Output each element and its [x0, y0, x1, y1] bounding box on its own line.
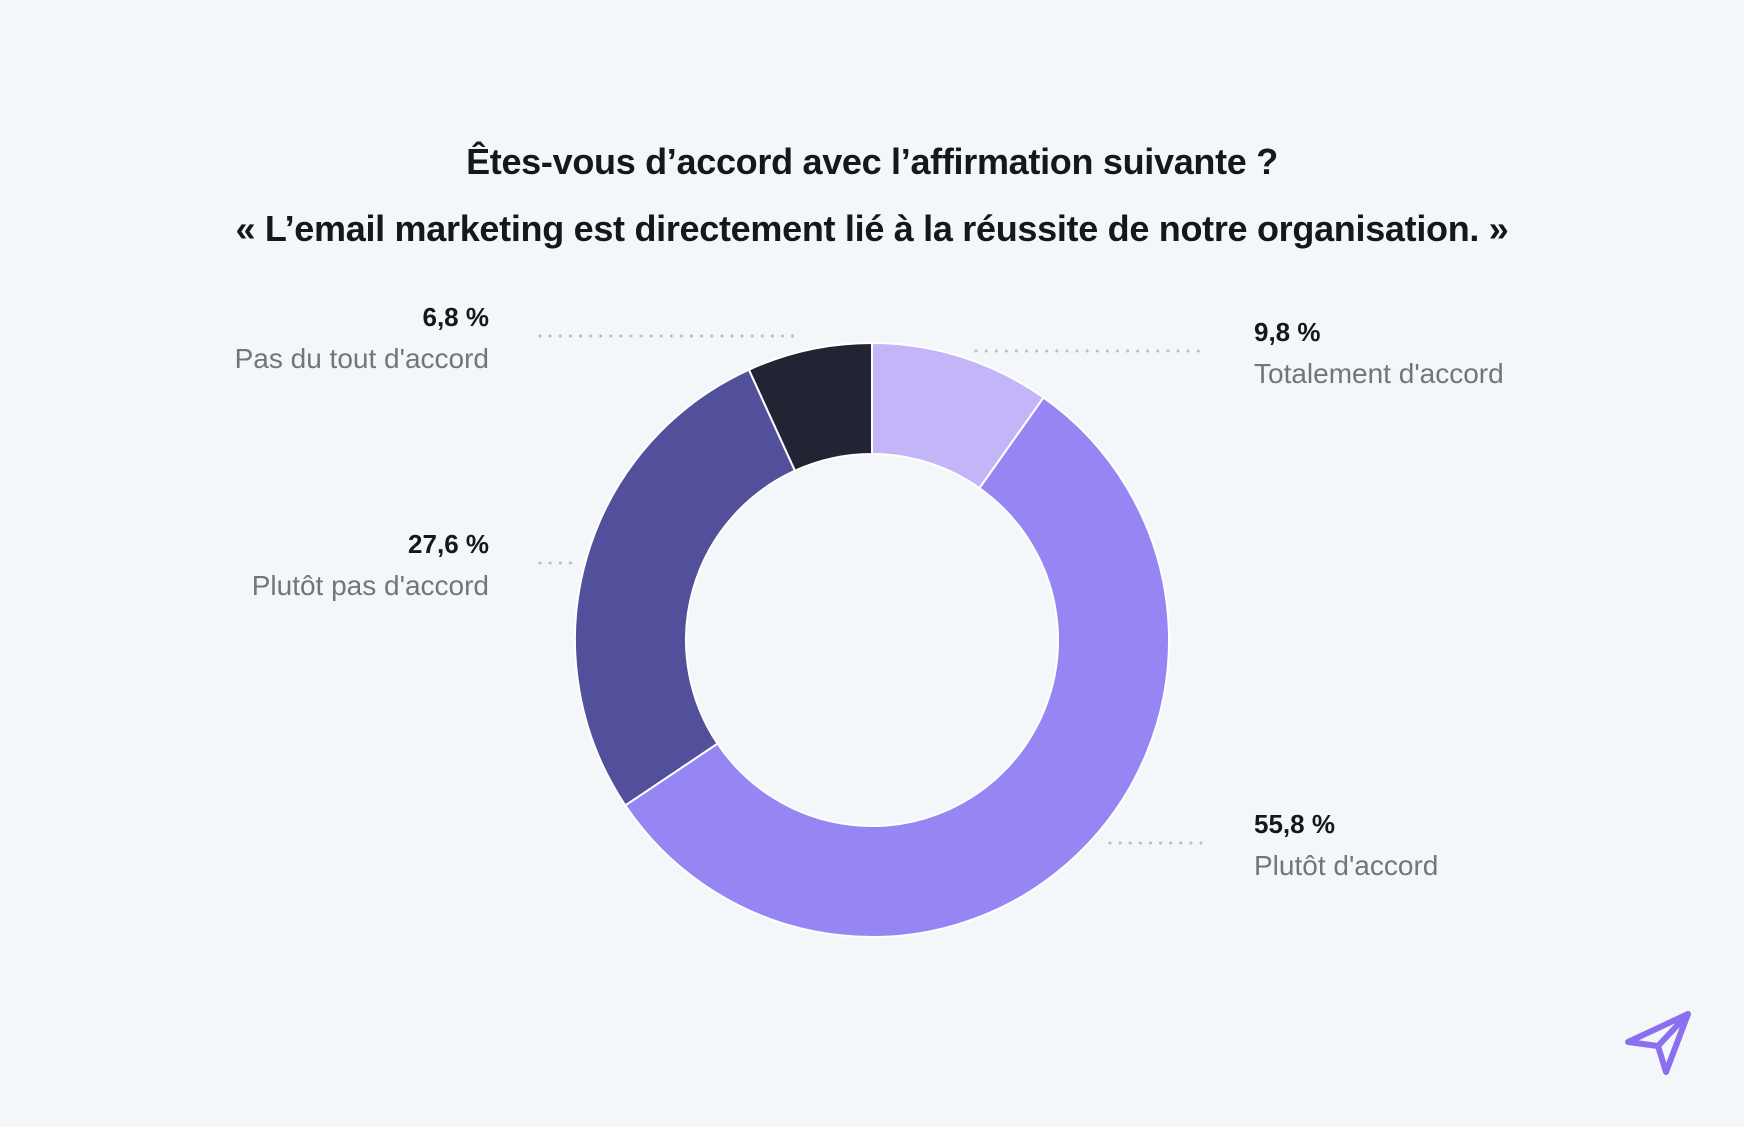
value-label-plutot-d-accord: 55,8 % — [1254, 809, 1335, 839]
category-label-plutot-pas-d-accord: Plutôt pas d'accord — [252, 570, 489, 601]
category-label-totalement-d-accord: Totalement d'accord — [1254, 358, 1504, 389]
slice-plutot-d-accord — [623, 396, 1170, 938]
category-label-pas-du-tout-d-accord: Pas du tout d'accord — [235, 343, 489, 374]
category-label-plutot-d-accord: Plutôt d'accord — [1254, 850, 1438, 881]
title-question: Êtes-vous d’accord avec l’affirmation su… — [466, 141, 1278, 182]
value-label-pas-du-tout-d-accord: 6,8 % — [423, 302, 490, 332]
slice-pas-du-tout-d-accord — [747, 341, 873, 473]
slice-plutot-pas-d-accord — [574, 368, 797, 807]
chart-title: Êtes-vous d’accord avec l’affirmation su… — [0, 128, 1744, 262]
title-statement: « L’email marketing est directement lié … — [235, 208, 1509, 249]
paper-plane-icon — [1624, 1008, 1694, 1083]
value-label-plutot-pas-d-accord: 27,6 % — [408, 529, 489, 559]
value-label-totalement-d-accord: 9,8 % — [1254, 317, 1321, 347]
donut-slices — [574, 341, 1170, 938]
slice-labels: 9,8 % Totalement d'accord 55,8 % Plutôt d'a… — [235, 302, 1504, 881]
